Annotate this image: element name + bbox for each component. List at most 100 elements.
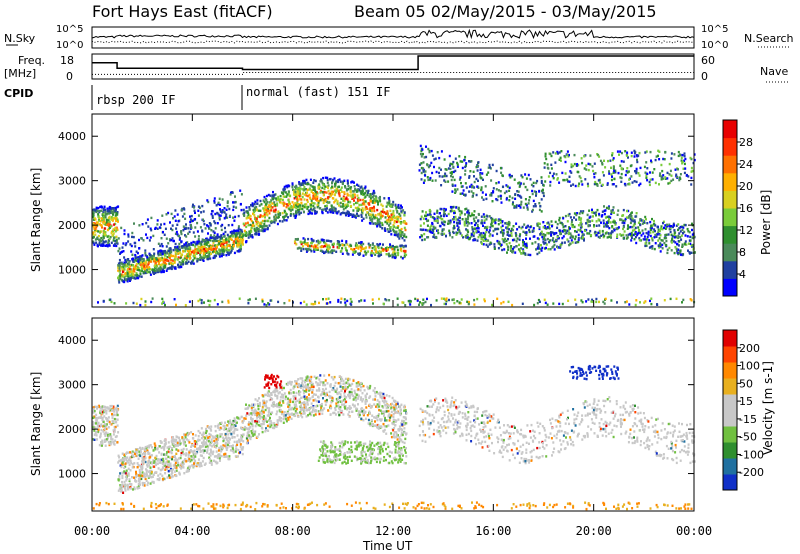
- scatter-cell: [588, 216, 591, 219]
- scatter-cell: [351, 180, 354, 184]
- scatter-cell: [117, 431, 120, 434]
- scatter-cell: [476, 239, 479, 242]
- scatter-cell: [169, 247, 172, 250]
- scatter-cell: [140, 265, 143, 269]
- scatter-cell: [202, 246, 205, 249]
- scatter-cell: [378, 249, 381, 253]
- scatter-cell: [396, 235, 399, 238]
- scatter-cell: [502, 300, 505, 304]
- scatter-cell: [543, 242, 546, 245]
- scatter-cell: [459, 302, 462, 305]
- scatter-cell: [212, 249, 215, 253]
- scatter-cell: [361, 187, 364, 190]
- scatter-cell: [638, 184, 641, 187]
- scatter-cell: [381, 223, 384, 227]
- scatter-cell: [574, 184, 577, 188]
- scatter-cell: [432, 230, 435, 233]
- scatter-cell: [210, 229, 213, 232]
- scatter-cell: [616, 233, 619, 236]
- scatter-cell: [324, 244, 326, 248]
- scatter-cell: [259, 199, 262, 203]
- scatter-cell: [334, 209, 337, 213]
- scatter-cell: [261, 219, 264, 223]
- scatter-cell: [424, 174, 427, 177]
- scatter-cell: [552, 151, 555, 154]
- scatter-cell: [396, 215, 399, 219]
- scatter-cell: [230, 249, 233, 252]
- scatter-cell: [239, 242, 242, 245]
- scatter-cell: [502, 234, 504, 237]
- scatter-cell: [529, 237, 531, 240]
- scatter-cell: [209, 299, 212, 303]
- scatter-cell: [92, 222, 95, 226]
- scatter-cell: [128, 270, 131, 274]
- scatter-cell: [205, 247, 207, 251]
- scatter-cell: [631, 181, 634, 184]
- scatter-cell: [104, 214, 107, 218]
- scatter-cell: [316, 246, 319, 250]
- nave-tick-top: 60: [701, 54, 715, 67]
- scatter-cell: [597, 153, 600, 157]
- scatter-cell: [445, 302, 447, 306]
- scatter-cell: [336, 212, 339, 215]
- scatter-cell: [670, 233, 673, 236]
- scatter-cell: [107, 218, 110, 222]
- velocity-heatmap: [92, 364, 696, 511]
- scatter-cell: [321, 190, 324, 194]
- scatter-cell: [350, 195, 353, 198]
- scatter-cell: [431, 222, 434, 226]
- scatter-cell: [352, 193, 354, 197]
- scatter-cell: [197, 235, 200, 238]
- scatter-cell: [120, 275, 123, 278]
- scatter-cell: [473, 180, 476, 184]
- scatter-cell: [538, 208, 541, 212]
- scatter-cell: [571, 219, 574, 222]
- scatter-cell: [132, 235, 135, 239]
- scatter-cell: [687, 230, 690, 233]
- scatter-cell: [231, 191, 234, 194]
- scatter-cell: [252, 224, 255, 227]
- scatter-cell: [247, 236, 250, 239]
- scatter-cell: [192, 254, 195, 258]
- scatter-cell: [140, 275, 143, 278]
- scatter-cell: [619, 218, 622, 221]
- scatter-cell: [393, 230, 396, 233]
- scatter-cell: [107, 416, 110, 419]
- scatter-cell: [639, 223, 642, 227]
- scatter-cell: [388, 216, 391, 219]
- scatter-cell: [364, 208, 367, 211]
- scatter-cell: [285, 184, 288, 188]
- scatter-cell: [473, 219, 476, 223]
- scatter-cell: [110, 441, 113, 444]
- scatter-cell: [242, 234, 245, 237]
- scatter-cell: [688, 251, 691, 254]
- scatter-cell: [487, 171, 490, 174]
- scatter-cell: [689, 235, 692, 239]
- scatter-cell: [343, 211, 346, 215]
- scatter-cell: [97, 301, 99, 304]
- scatter-cell: [453, 178, 456, 182]
- scatter-cell: [337, 189, 340, 192]
- scatter-cell: [149, 255, 152, 259]
- scatter-cell: [228, 244, 231, 247]
- scatter-cell: [319, 180, 322, 183]
- scatter-cell: [670, 174, 673, 177]
- scatter-cell: [500, 171, 503, 174]
- scatter-cell: [211, 244, 214, 247]
- scatter-cell: [183, 208, 186, 211]
- scatter-cell: [424, 170, 427, 173]
- scatter-cell: [116, 213, 119, 216]
- scatter-cell: [502, 239, 505, 242]
- scatter-cell: [516, 237, 519, 240]
- scatter-cell: [317, 184, 320, 188]
- scatter-cell: [511, 174, 513, 178]
- scatter-cell: [354, 196, 357, 199]
- scatter-cell: [397, 215, 400, 219]
- scatter-cell: [186, 241, 189, 244]
- scatter-cell: [323, 191, 326, 194]
- scatter-cell: [586, 213, 589, 217]
- scatter-cell: [419, 152, 422, 156]
- scatter-cell: [341, 205, 344, 208]
- scatter-cell: [458, 178, 461, 181]
- scatter-cell: [452, 170, 455, 174]
